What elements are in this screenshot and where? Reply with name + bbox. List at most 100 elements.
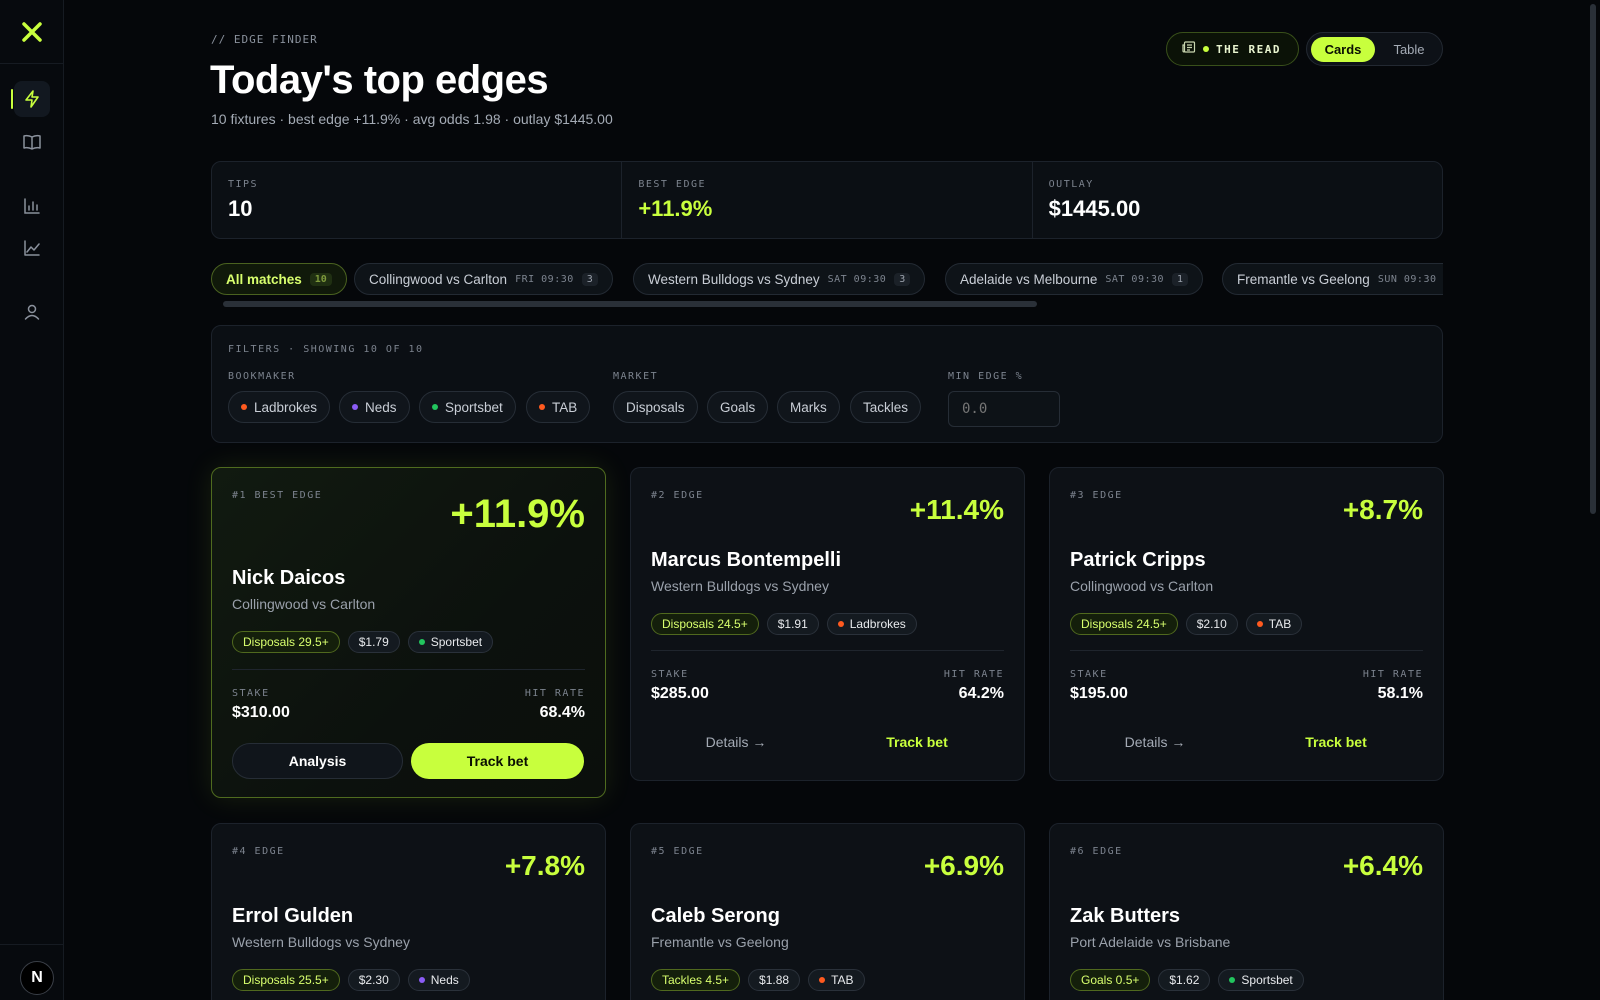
view-table-button[interactable]: Table [1393,42,1425,57]
card-fixture: Collingwood vs Carlton [232,596,376,612]
track-bet-link[interactable]: Track bet [1305,734,1367,750]
card-edge-value: +6.4% [1342,850,1423,881]
bookmaker-sportsbet[interactable]: Sportsbet [419,391,516,423]
card-edge-value: +11.4% [909,494,1004,525]
odds-pill: $2.30 [347,969,400,991]
bookmaker-label: TAB [552,399,578,415]
lightning-icon[interactable] [11,81,50,117]
view-cards-button[interactable]: Cards [1311,37,1375,62]
stat-tips: TIPS 10 [212,162,623,238]
match-chip[interactable]: Fremantle vs Geelong SUN 09:30 1 [1222,263,1443,295]
card-player-name: Errol Gulden [232,905,354,927]
hit-rate-label: HIT RATE [1362,669,1423,680]
bar-chart-icon[interactable] [14,188,50,224]
card-edge-value: +8.7% [1342,494,1423,525]
analysis-button[interactable]: Analysis [232,743,403,779]
bookmaker-name: Neds [430,973,459,987]
user-icon[interactable] [14,294,50,330]
bookmaker-pill: Sportsbet [1218,969,1304,991]
details-link[interactable]: Details → [1124,734,1186,750]
match-chip-label: All matches [226,271,302,287]
track-bet-button[interactable]: Track bet [411,743,584,779]
avatar[interactable]: N [20,961,54,995]
card-fixture: Western Bulldogs vs Sydney [232,934,410,950]
min-edge-input[interactable] [948,391,1060,427]
hit-rate-label: HIT RATE [524,688,585,699]
stats-bar: TIPS 10 BEST EDGE +11.9% OUTLAY $1445.00 [211,161,1443,239]
x-logo-icon[interactable] [0,0,63,64]
match-chip[interactable]: Collingwood vs Carlton FRI 09:30 3 [354,263,613,295]
newspaper-icon [1182,40,1196,59]
market-chip-label: Marks [790,399,827,415]
card-pills: Goals 0.5+ $1.62 Sportsbet [1070,969,1304,991]
match-chip-count: 3 [581,272,598,286]
tab-dot-icon [1256,621,1263,627]
card-player-name: Patrick Cripps [1070,549,1206,571]
hit-rate-label: HIT RATE [943,669,1004,680]
neds-dot-icon [418,977,425,983]
card-divider [1070,650,1423,651]
match-chip[interactable]: Adelaide vs Melbourne SAT 09:30 1 [945,263,1204,295]
view-toggle: Cards Table [1306,32,1443,66]
details-link[interactable]: Details → [705,734,767,750]
market-tackles[interactable]: Tackles [850,391,922,423]
bookmaker-tab[interactable]: TAB [526,391,591,423]
card-edge-value: +7.8% [504,850,585,881]
match-chip-label: Fremantle vs Geelong [1237,271,1370,287]
bookmaker-pill: TAB [1245,613,1303,635]
bookmaker-ladbrokes[interactable]: Ladbrokes [228,391,331,423]
card-pills: Tackles 4.5+ $1.88 TAB [651,969,865,991]
card-divider [651,650,1004,651]
match-chips: All matches 10 Collingwood vs Carlton FR… [211,263,1443,295]
tab-dot-icon [819,977,826,983]
market-marks[interactable]: Marks [777,391,840,423]
bookmaker-neds[interactable]: Neds [339,391,410,423]
card-edge-value: +11.9% [450,492,585,536]
match-chip[interactable]: Western Bulldogs vs Sydney SAT 09:30 3 [633,263,926,295]
card-pills: Disposals 29.5+ $1.79 Sportsbet [232,631,494,653]
hit-rate-value: 64.2% [958,685,1004,702]
match-scrollbar[interactable] [211,301,1443,307]
market-pill: Disposals 24.5+ [1070,613,1178,635]
avatar-letter: N [31,969,43,986]
min-edge-label: MIN EDGE % [948,371,1024,382]
stake-value: $195.00 [1070,685,1128,702]
stake-label: STAKE [1070,669,1108,680]
line-chart-icon[interactable] [14,230,50,266]
card-pills: Disposals 24.5+ $1.91 Ladbrokes [651,613,917,635]
market-pill: Disposals 25.5+ [232,969,340,991]
edge-card-best: #1 BEST EDGE +11.9% Nick Daicos Collingw… [211,467,606,798]
match-chip-time: SAT 09:30 [827,273,887,285]
bookmaker-pill: Neds [407,969,470,991]
sportsbet-dot-icon [418,639,425,645]
market-chip-label: Disposals [626,399,685,415]
stat-value: 10 [228,196,253,221]
market-pill: Disposals 24.5+ [651,613,759,635]
match-scrollbar-thumb[interactable] [223,301,1037,307]
market-label: MARKET [613,371,659,382]
card-rank: #6 EDGE [1070,846,1123,857]
neds-dot-icon [352,404,358,410]
book-icon[interactable] [14,124,50,160]
market-disposals[interactable]: Disposals [613,391,698,423]
page-scrollbar[interactable] [1586,0,1600,1000]
the-read-button[interactable]: THE READ [1166,32,1299,66]
odds-pill: $2.10 [1185,613,1238,635]
match-chip-all[interactable]: All matches 10 [211,263,347,295]
bookmaker-name: Sportsbet [1241,973,1293,987]
track-bet-link[interactable]: Track bet [886,734,948,750]
page-scrollbar-thumb[interactable] [1590,4,1596,514]
match-chip-label: Western Bulldogs vs Sydney [648,271,820,287]
live-dot [1203,46,1209,52]
edge-card: #2 EDGE +11.4% Marcus Bontempelli Wester… [630,467,1025,781]
hit-rate-value: 58.1% [1377,685,1423,702]
card-edge-value: +6.9% [923,850,1004,881]
sportsbet-dot-icon [432,404,438,410]
market-pill: Tackles 4.5+ [651,969,741,991]
page-title: Today's top edges [210,58,549,102]
edge-card: #6 EDGE +6.4% Zak Butters Port Adelaide … [1049,823,1444,1000]
market-goals[interactable]: Goals [707,391,769,423]
card-fixture: Western Bulldogs vs Sydney [651,578,829,594]
sidebar: N [0,0,64,1000]
ladbrokes-dot-icon [837,621,844,627]
